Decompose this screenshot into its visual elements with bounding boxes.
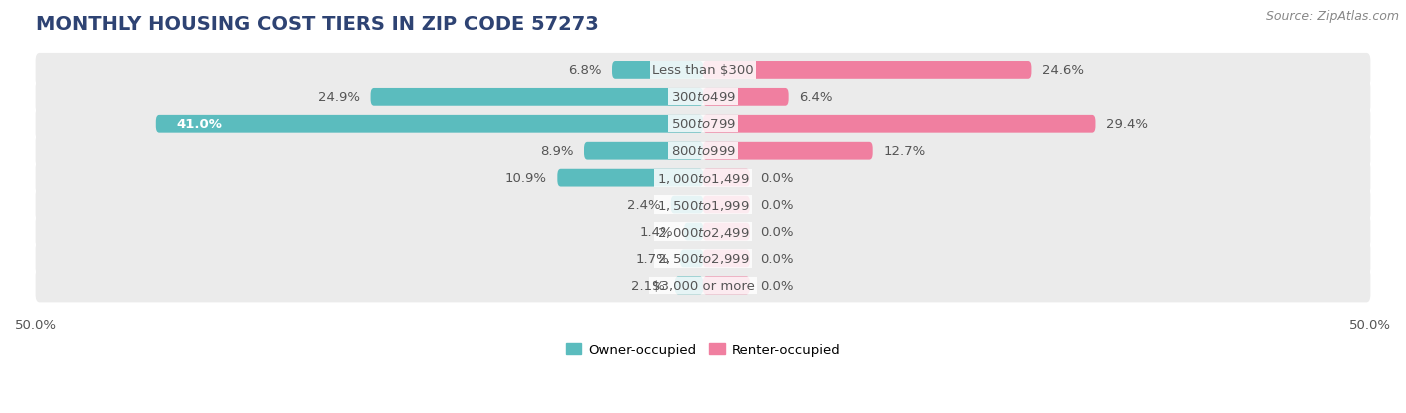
FancyBboxPatch shape — [675, 277, 703, 294]
Text: 8.9%: 8.9% — [540, 145, 574, 158]
Legend: Owner-occupied, Renter-occupied: Owner-occupied, Renter-occupied — [560, 338, 846, 361]
Text: $3,000 or more: $3,000 or more — [651, 279, 755, 292]
Text: Less than $300: Less than $300 — [652, 64, 754, 77]
Text: 6.8%: 6.8% — [568, 64, 602, 77]
Text: 0.0%: 0.0% — [761, 172, 794, 185]
FancyBboxPatch shape — [703, 223, 749, 241]
Text: 0.0%: 0.0% — [761, 225, 794, 238]
FancyBboxPatch shape — [703, 196, 749, 214]
FancyBboxPatch shape — [371, 89, 703, 107]
Text: 6.4%: 6.4% — [799, 91, 832, 104]
FancyBboxPatch shape — [35, 107, 1371, 141]
Text: 24.9%: 24.9% — [318, 91, 360, 104]
FancyBboxPatch shape — [35, 215, 1371, 249]
Text: 1.4%: 1.4% — [640, 225, 673, 238]
FancyBboxPatch shape — [557, 169, 703, 187]
Text: 29.4%: 29.4% — [1107, 118, 1147, 131]
Text: 41.0%: 41.0% — [176, 118, 222, 131]
FancyBboxPatch shape — [35, 134, 1371, 169]
Text: 10.9%: 10.9% — [505, 172, 547, 185]
Text: 0.0%: 0.0% — [761, 279, 794, 292]
FancyBboxPatch shape — [35, 54, 1371, 88]
Text: 0.0%: 0.0% — [761, 252, 794, 265]
FancyBboxPatch shape — [681, 250, 703, 268]
Text: $2,000 to $2,499: $2,000 to $2,499 — [657, 225, 749, 239]
FancyBboxPatch shape — [685, 223, 703, 241]
Text: MONTHLY HOUSING COST TIERS IN ZIP CODE 57273: MONTHLY HOUSING COST TIERS IN ZIP CODE 5… — [37, 15, 599, 34]
Text: $500 to $799: $500 to $799 — [671, 118, 735, 131]
Text: $800 to $999: $800 to $999 — [671, 145, 735, 158]
Text: $2,500 to $2,999: $2,500 to $2,999 — [657, 252, 749, 266]
Text: Source: ZipAtlas.com: Source: ZipAtlas.com — [1265, 10, 1399, 23]
FancyBboxPatch shape — [156, 116, 703, 133]
Text: 1.7%: 1.7% — [636, 252, 669, 265]
FancyBboxPatch shape — [703, 89, 789, 107]
FancyBboxPatch shape — [612, 62, 703, 80]
FancyBboxPatch shape — [703, 62, 1032, 80]
FancyBboxPatch shape — [35, 188, 1371, 222]
FancyBboxPatch shape — [703, 277, 749, 294]
FancyBboxPatch shape — [703, 116, 1095, 133]
Text: $1,000 to $1,499: $1,000 to $1,499 — [657, 171, 749, 185]
Text: 0.0%: 0.0% — [761, 199, 794, 211]
FancyBboxPatch shape — [583, 142, 703, 160]
Text: $1,500 to $1,999: $1,500 to $1,999 — [657, 198, 749, 212]
Text: 2.4%: 2.4% — [627, 199, 661, 211]
FancyBboxPatch shape — [703, 169, 749, 187]
FancyBboxPatch shape — [671, 196, 703, 214]
FancyBboxPatch shape — [35, 81, 1371, 114]
Text: 2.1%: 2.1% — [630, 279, 664, 292]
FancyBboxPatch shape — [35, 242, 1371, 276]
FancyBboxPatch shape — [35, 161, 1371, 195]
FancyBboxPatch shape — [703, 142, 873, 160]
Text: $300 to $499: $300 to $499 — [671, 91, 735, 104]
Text: 12.7%: 12.7% — [883, 145, 925, 158]
Text: 24.6%: 24.6% — [1042, 64, 1084, 77]
FancyBboxPatch shape — [35, 269, 1371, 303]
FancyBboxPatch shape — [703, 250, 749, 268]
